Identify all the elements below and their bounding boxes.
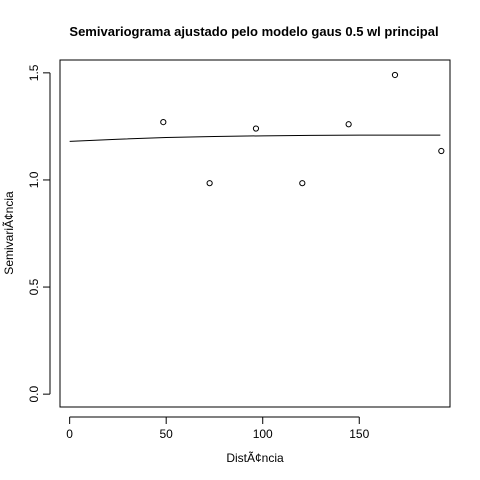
- y-tick-label: 1.0: [27, 171, 41, 188]
- x-tick-label: 150: [349, 427, 369, 441]
- y-tick-label: 1.5: [27, 64, 41, 81]
- y-axis-label: SemivariÃ¢ncia: [2, 191, 16, 275]
- x-tick-label: 0: [66, 427, 73, 441]
- x-tick-label: 50: [160, 427, 174, 441]
- x-tick-label: 100: [253, 427, 273, 441]
- y-axis: 0.0 0.5 1.0 1.5: [27, 64, 51, 402]
- data-point: [345, 121, 352, 128]
- data-point: [299, 180, 306, 187]
- data-point: [160, 119, 167, 126]
- fitted-model-layer: [69, 134, 441, 142]
- y-tick-label: 0.0: [27, 385, 41, 402]
- data-point: [438, 147, 445, 155]
- x-axis: 0 50 100 150: [66, 416, 370, 441]
- y-tick-label: 0.5: [27, 278, 41, 295]
- x-axis-label: DistÃ¢ncia: [226, 451, 284, 465]
- plot-box: [59, 59, 451, 408]
- data-point: [391, 71, 399, 79]
- empirical-points-layer: [160, 71, 445, 187]
- chart-title: Semivariograma ajustado pelo modelo gaus…: [69, 24, 438, 39]
- data-point: [252, 125, 260, 132]
- fitted-model-line: [69, 134, 441, 142]
- data-point: [206, 180, 213, 187]
